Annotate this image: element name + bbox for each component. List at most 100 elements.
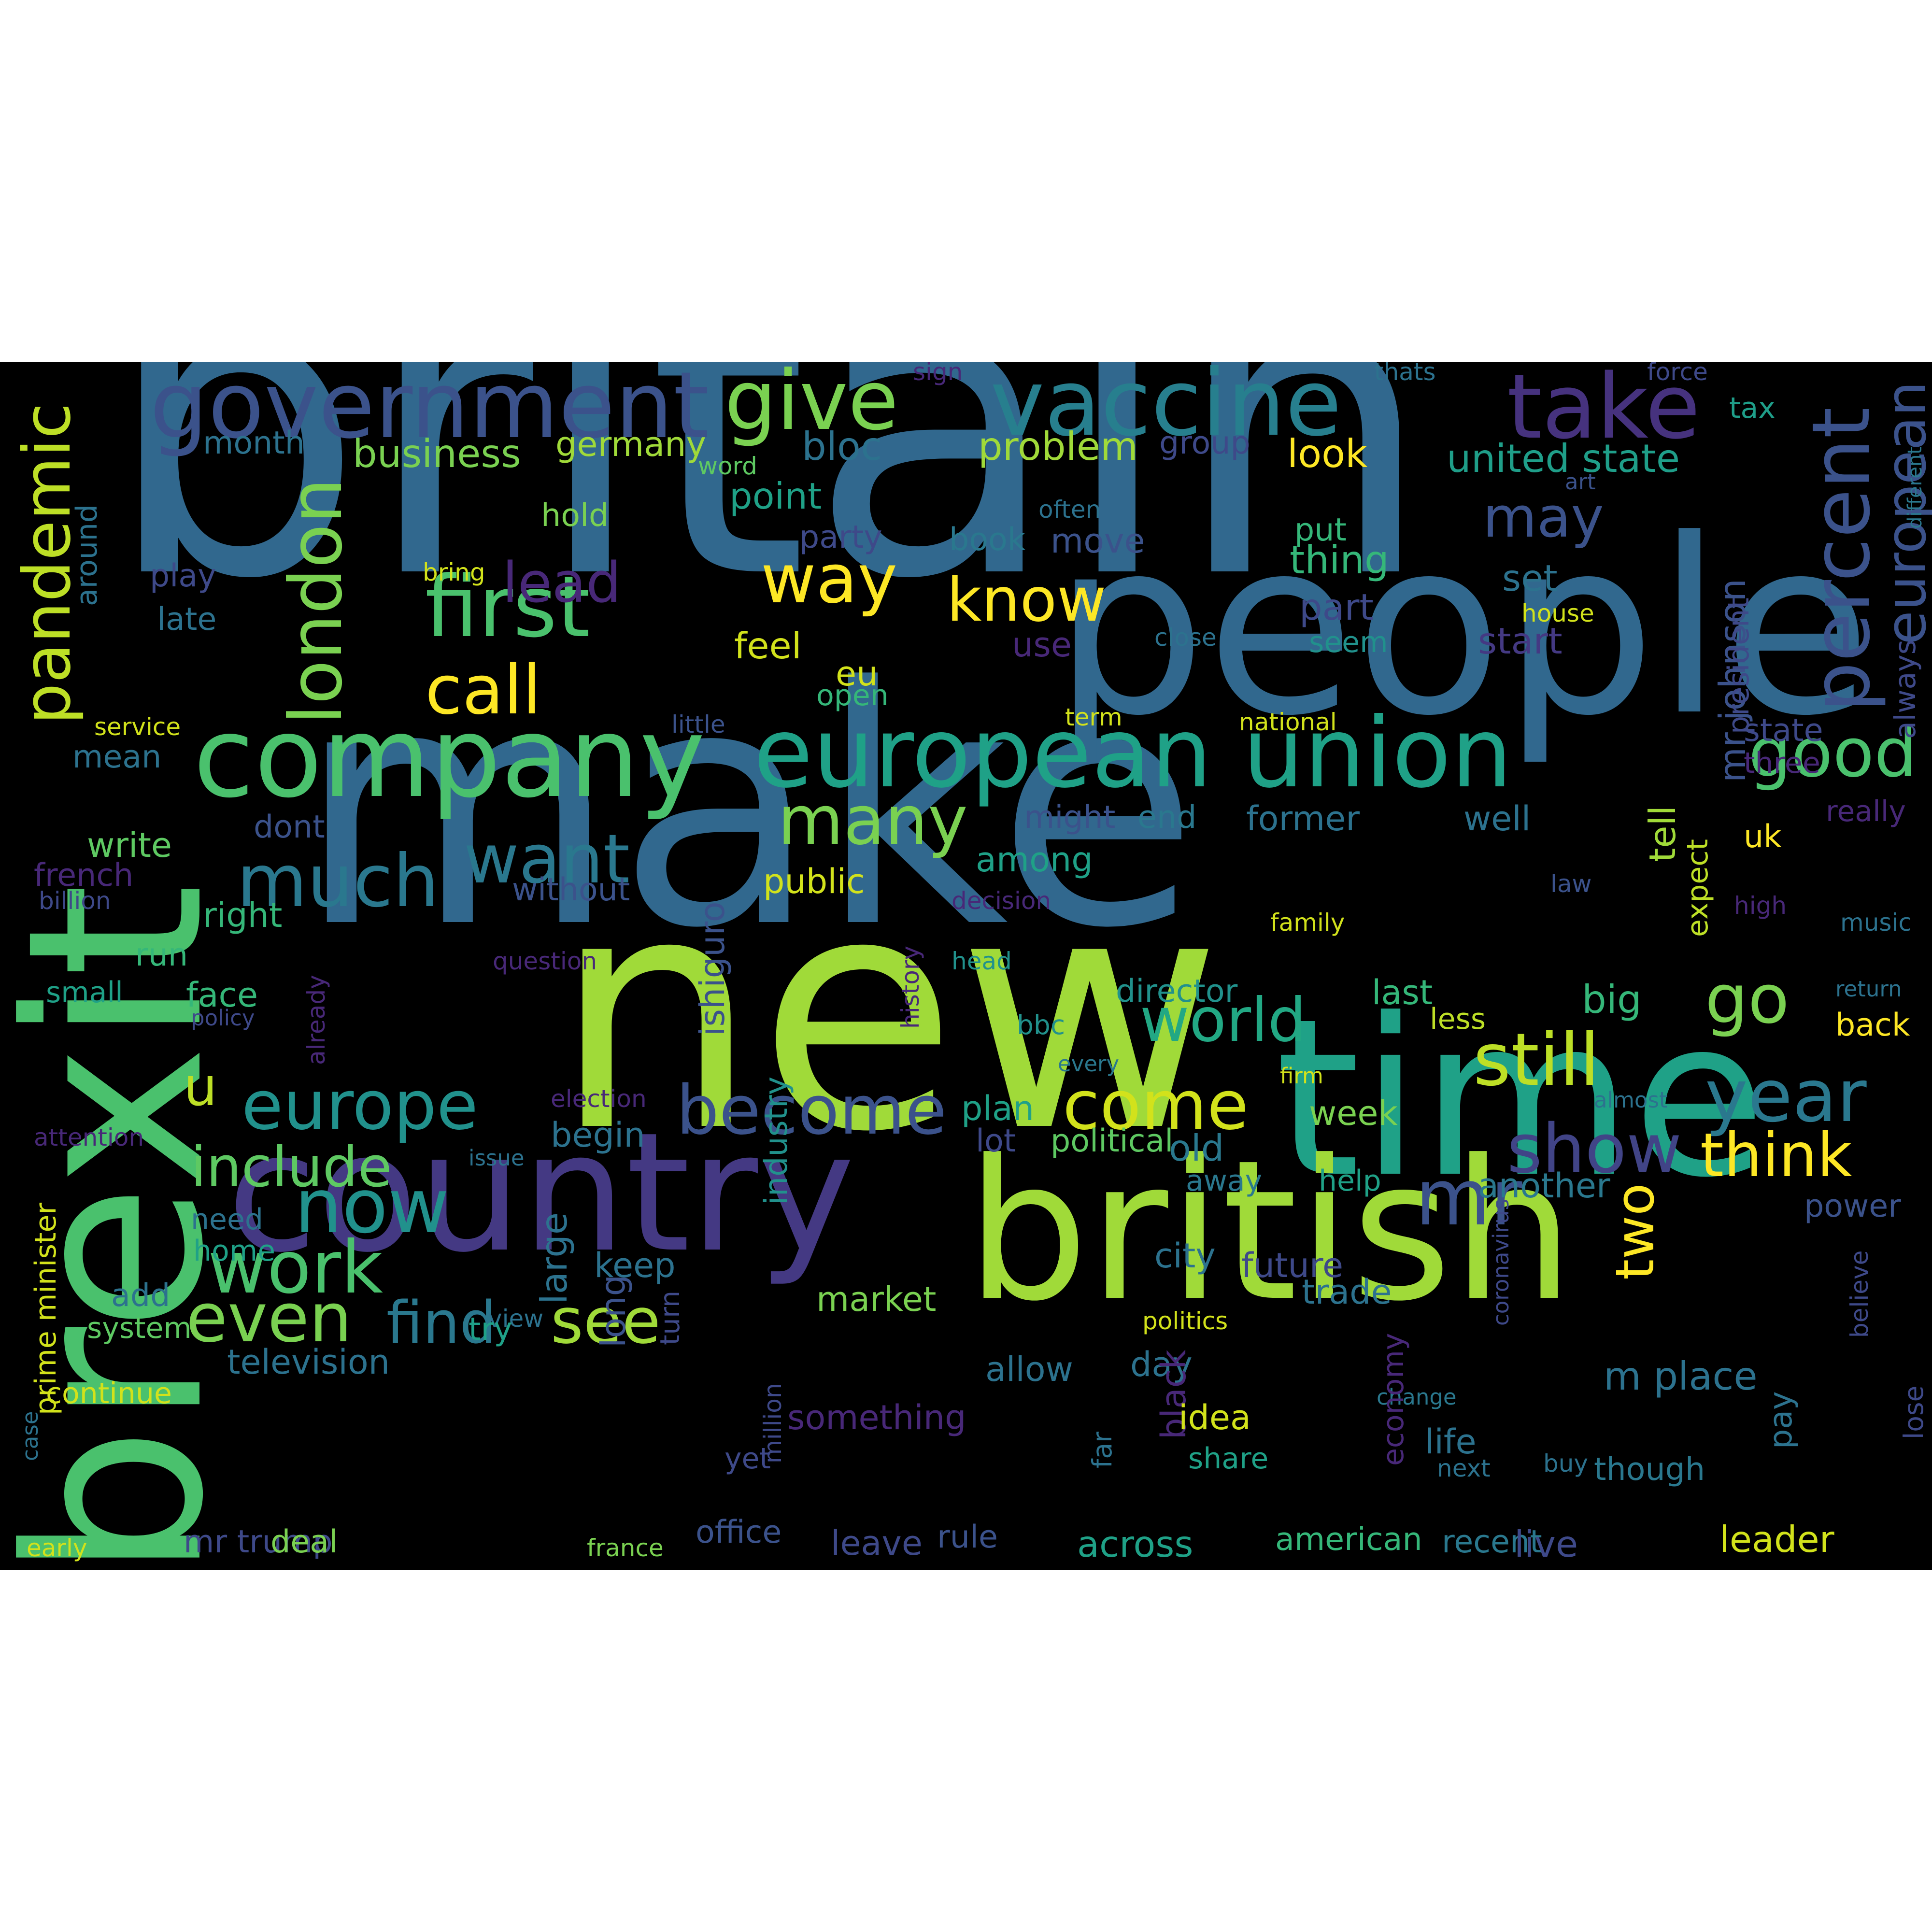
cloud-word: force: [1647, 362, 1708, 386]
cloud-word: britain: [104, 362, 1435, 668]
cloud-word: week: [1309, 1094, 1398, 1133]
cloud-word: know: [947, 565, 1107, 635]
cloud-word: make: [297, 618, 1199, 1000]
cloud-word: view: [488, 1305, 544, 1333]
cloud-word: last: [1372, 973, 1433, 1012]
cloud-word: european union: [753, 697, 1513, 810]
cloud-word: right: [203, 895, 283, 935]
cloud-word: former: [1246, 799, 1360, 838]
cloud-word: bloc: [802, 424, 882, 469]
cloud-word: buy: [1543, 1449, 1589, 1477]
cloud-word: among: [976, 840, 1093, 880]
cloud-word: business: [353, 431, 521, 476]
cloud-word: people: [1053, 487, 1872, 768]
cloud-word: well: [1463, 799, 1531, 838]
cloud-word: small: [46, 976, 123, 1009]
cloud-word: united state: [1447, 436, 1680, 481]
cloud-word: believe: [1846, 1250, 1874, 1338]
cloud-word: around: [70, 504, 104, 606]
cloud-word: continue: [46, 1377, 172, 1410]
cloud-word: office: [696, 1514, 782, 1550]
cloud-word: pay: [1763, 1391, 1799, 1449]
cloud-word: economy: [1377, 1333, 1410, 1466]
cloud-word: use: [1012, 625, 1072, 665]
cloud-word: issue: [469, 1145, 525, 1171]
cloud-word: expect: [1681, 839, 1715, 937]
cloud-word: now: [295, 1163, 449, 1250]
cloud-word: future: [1241, 1246, 1344, 1285]
cloud-word: end: [1137, 799, 1197, 836]
cloud-word: two: [1604, 1183, 1666, 1280]
cloud-word: allow: [985, 1350, 1073, 1389]
cloud-word: television: [227, 1342, 390, 1382]
cloud-word: feel: [734, 625, 802, 667]
cloud-word: come: [1063, 1066, 1249, 1145]
cloud-word: yet: [724, 1442, 771, 1476]
word-cloud: britain make new people time british country br…: [0, 362, 1932, 1570]
cloud-word: point: [729, 475, 822, 517]
cloud-word: term: [1065, 703, 1122, 731]
cloud-word: policy: [191, 1005, 255, 1031]
cloud-word: old: [1169, 1127, 1224, 1169]
cloud-word: really: [1826, 795, 1906, 828]
cloud-word: call: [425, 651, 541, 730]
cloud-word: try: [469, 1311, 512, 1348]
cloud-word: back: [1835, 1007, 1910, 1043]
cloud-word: little: [671, 710, 725, 739]
cloud-word: set: [1502, 557, 1558, 599]
cloud-word: london: [274, 478, 358, 724]
cloud-word: attention: [34, 1123, 144, 1151]
cloud-word: vaccine: [990, 362, 1342, 456]
cloud-word: recent: [1442, 1524, 1542, 1560]
cloud-word: help: [1319, 1164, 1381, 1198]
cloud-word: public: [763, 862, 865, 901]
cloud-word: mr trump: [184, 1524, 333, 1560]
cloud-word: bbc: [1017, 1009, 1065, 1040]
cloud-word: leader: [1719, 1518, 1834, 1561]
cloud-word: late: [157, 601, 217, 638]
cloud-word: state: [1744, 712, 1823, 749]
cloud-word: put: [1294, 512, 1347, 548]
cloud-word: need: [191, 1203, 263, 1236]
cloud-word: leave: [831, 1523, 923, 1563]
cloud-word: hold: [541, 497, 609, 534]
cloud-word: far: [1087, 1432, 1118, 1468]
cloud-word: case: [17, 1411, 43, 1461]
cloud-word: group: [1159, 425, 1250, 461]
cloud-word: large: [533, 1212, 575, 1304]
cloud-word: look: [1287, 431, 1368, 476]
cloud-word: return: [1835, 976, 1902, 1002]
cloud-word: uk: [1744, 819, 1782, 855]
cloud-word: country: [227, 1097, 855, 1289]
cloud-word: m place: [1604, 1354, 1758, 1399]
cloud-word: good: [1748, 714, 1918, 793]
cloud-word: without: [512, 872, 630, 908]
cloud-word: across: [1077, 1523, 1193, 1565]
cloud-word: include: [191, 1135, 392, 1200]
cloud-word: company: [193, 694, 706, 823]
cloud-word: much: [237, 839, 439, 923]
cloud-word: history: [896, 946, 924, 1029]
cloud-word: plan: [961, 1089, 1035, 1128]
cloud-word: take: [1507, 362, 1701, 459]
cloud-word: percent: [1795, 407, 1888, 712]
cloud-word: live: [1514, 1523, 1578, 1565]
cloud-word: another: [1478, 1166, 1610, 1206]
cloud-word: though: [1594, 1451, 1705, 1488]
cloud-word: next: [1437, 1454, 1491, 1482]
cloud-word: british: [966, 1119, 1575, 1344]
cloud-word: open: [816, 679, 889, 712]
cloud-word: think: [1700, 1121, 1852, 1191]
cloud-word: high: [1734, 892, 1787, 920]
cloud-word: thats: [1374, 362, 1436, 386]
cloud-word: head: [952, 947, 1012, 975]
cloud-word: national: [1239, 708, 1337, 736]
cloud-word: first: [425, 558, 590, 656]
cloud-word: three: [1744, 746, 1820, 780]
cloud-word: year: [1705, 1054, 1867, 1138]
cloud-word: french: [34, 857, 134, 894]
cloud-word: work: [208, 1226, 383, 1310]
cloud-word: election: [551, 1085, 647, 1113]
cloud-word: industry: [758, 1076, 795, 1205]
cloud-word: many: [778, 781, 968, 860]
